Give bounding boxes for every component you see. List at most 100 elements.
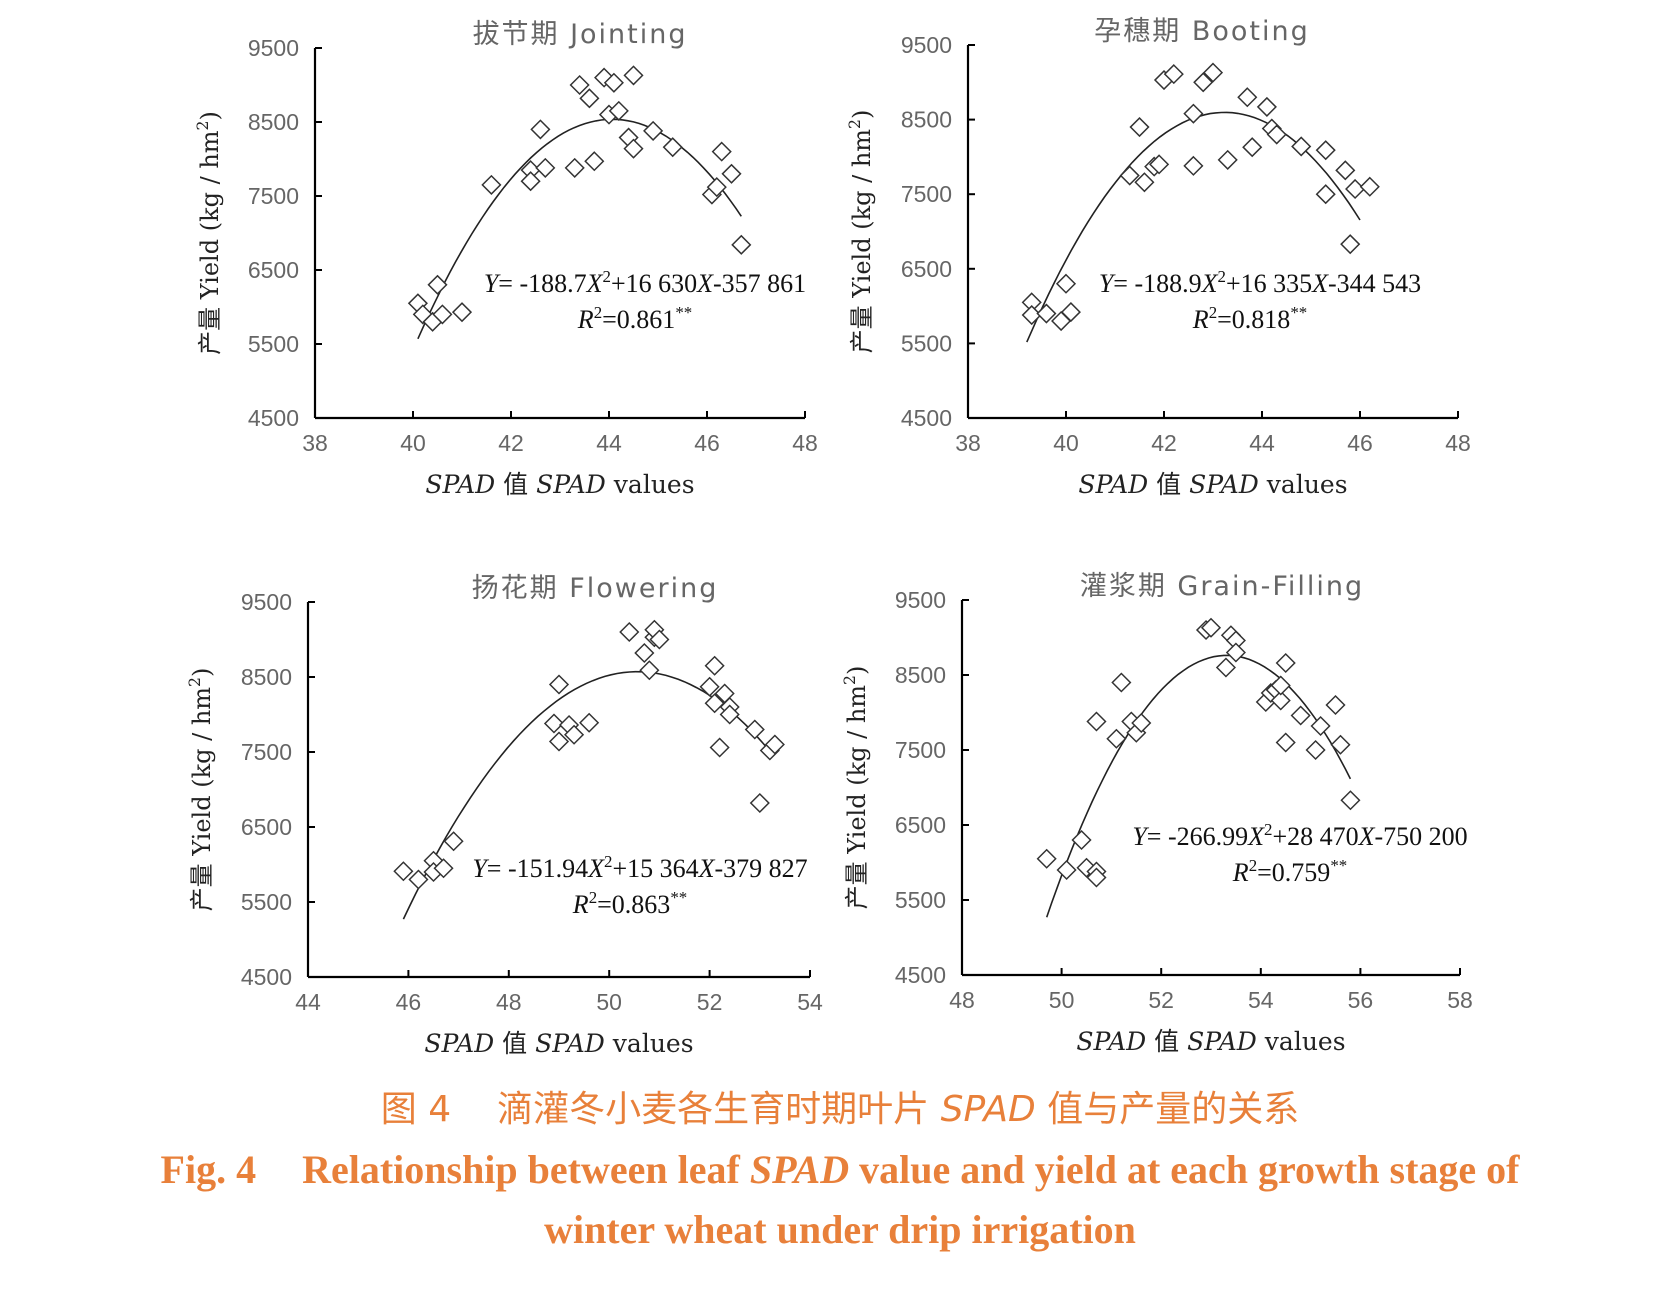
chart-title: 孕穗期 Booting xyxy=(1094,16,1309,47)
data-point-diamond xyxy=(764,734,785,755)
y-tick-label: 8500 xyxy=(901,107,952,133)
fit-curve xyxy=(417,118,742,340)
data-point-diamond xyxy=(1021,304,1042,326)
data-point-diamond xyxy=(1036,303,1057,324)
x-tick-label: 46 xyxy=(396,989,422,1015)
caption-chinese: 图 4 滴灌冬小麦各生育时期叶片 SPAD 值与产量的关系 xyxy=(0,1084,1680,1136)
y-tick-label: 6500 xyxy=(241,814,292,840)
data-point-diamond xyxy=(1071,829,1092,851)
y-tick-label: 6500 xyxy=(248,257,299,283)
data-point-diamond xyxy=(1202,62,1224,83)
x-tick-label: 48 xyxy=(1445,430,1471,456)
x-tick-label: 46 xyxy=(1347,430,1373,456)
data-point-diamond xyxy=(639,660,660,681)
data-point-diamond xyxy=(1291,136,1312,157)
data-point-diamond xyxy=(1086,867,1107,888)
data-point-diamond xyxy=(1129,116,1150,138)
data-point-diamond xyxy=(749,792,770,814)
caption-english-line1: Fig. 4 Relationship between leaf SPAD val… xyxy=(0,1140,1680,1200)
regression-equation: Y= -151.94X2+15 364X-379 827 xyxy=(472,852,807,883)
data-point-diamond xyxy=(1183,103,1204,124)
caption-cn-pre: 滴灌冬小麦各生育时期叶片 xyxy=(497,1089,930,1130)
data-point-diamond xyxy=(1131,712,1152,734)
x-tick-label: 42 xyxy=(498,430,524,456)
data-point-diamond xyxy=(1345,178,1366,200)
data-point-diamond xyxy=(1256,96,1277,117)
y-tick-label: 8500 xyxy=(248,109,299,135)
regression-equation: Y= -188.7X2+16 630X-357 861 xyxy=(484,267,806,298)
y-tick-label: 5500 xyxy=(895,887,946,913)
data-point-diamond xyxy=(520,171,541,192)
y-axis-label: 产量 Yield (kg / hm2) xyxy=(841,666,871,910)
data-point-diamond xyxy=(1359,176,1380,197)
caption-cn-post: 值与产量的关系 xyxy=(1047,1089,1300,1130)
data-point-diamond xyxy=(709,737,730,758)
y-tick-label: 7500 xyxy=(901,181,952,207)
figure-svg: 4500 5500 6500 7500 8500 9500 38 40 42 44 46 48 拔节期 … xyxy=(186,16,1473,1058)
data-point-diamond xyxy=(623,65,644,86)
chart-title: 灌浆期 Grain-Filling xyxy=(1080,571,1364,602)
x-tick-label: 52 xyxy=(1148,987,1174,1013)
caption-en-spad: SPAD xyxy=(749,1147,850,1192)
x-tick-label: 48 xyxy=(792,430,818,456)
data-point-diamond xyxy=(579,88,600,109)
data-point-diamond xyxy=(719,704,740,725)
data-point-diamond xyxy=(579,712,600,733)
y-tick-label: 4500 xyxy=(895,962,946,988)
data-point-diamond xyxy=(408,869,429,890)
data-point-diamond xyxy=(1305,739,1326,761)
data-point-diamond xyxy=(393,861,414,882)
chart-panel-4: 4500 5500 6500 7500 8500 9500 48 50 52 54 56 58 灌浆期 … xyxy=(841,571,1473,1056)
x-tick-label: 44 xyxy=(1249,430,1275,456)
data-point-diamond xyxy=(662,137,683,158)
data-point-diamond xyxy=(634,642,655,664)
data-point-diamond xyxy=(1242,137,1263,158)
data-point-diamond xyxy=(731,234,752,255)
data-point-diamond xyxy=(1325,694,1346,716)
figure-caption: 图 4 滴灌冬小麦各生育时期叶片 SPAD 值与产量的关系 Fig. 4 Relat… xyxy=(0,1080,1680,1260)
y-tick-label: 6500 xyxy=(895,812,946,838)
y-tick-label: 5500 xyxy=(901,330,952,356)
data-point-diamond xyxy=(451,302,473,323)
x-tick-label: 50 xyxy=(596,989,622,1015)
x-axis-label: SPAD 值 SPAD values xyxy=(424,1029,693,1058)
y-tick-label: 9500 xyxy=(241,589,292,615)
data-point-diamond xyxy=(432,304,453,325)
r-squared: R2=0.818** xyxy=(1192,303,1307,334)
caption-en-pre: Relationship between leaf xyxy=(302,1147,740,1192)
data-point-diamond xyxy=(706,177,727,198)
r-squared: R2=0.759** xyxy=(1232,856,1347,887)
caption-cn-spad: SPAD xyxy=(940,1089,1036,1130)
data-point-diamond xyxy=(1290,705,1311,726)
y-tick-label: 6500 xyxy=(901,256,952,282)
figure-area: 4500 5500 6500 7500 8500 9500 38 40 42 44 46 48 拔节期 … xyxy=(186,16,1473,1058)
caption-en-post: value and yield at each growth stage of xyxy=(859,1147,1520,1192)
data-point-diamond xyxy=(699,676,720,697)
data-point-diamond xyxy=(564,157,585,178)
data-point-diamond xyxy=(1134,172,1155,193)
x-tick-label: 44 xyxy=(295,989,321,1015)
x-tick-label: 50 xyxy=(1049,987,1075,1013)
data-point-diamond xyxy=(481,174,502,195)
data-point-diamond xyxy=(1330,734,1351,755)
x-tick-label: 52 xyxy=(697,989,723,1015)
data-point-diamond xyxy=(1193,72,1214,93)
data-point-diamond xyxy=(1340,790,1361,811)
data-point-diamond xyxy=(1237,87,1258,108)
y-tick-label: 9500 xyxy=(248,35,299,61)
data-point-diamond xyxy=(1149,154,1170,175)
x-tick-label: 38 xyxy=(955,430,981,456)
caption-english-line2: winter wheat under drip irrigation xyxy=(544,1207,1136,1252)
y-tick-label: 4500 xyxy=(241,964,292,990)
data-point-diamond xyxy=(1106,728,1127,749)
regression-equation: Y= -266.99X2+28 470X-750 200 xyxy=(1132,820,1467,851)
x-tick-label: 38 xyxy=(302,430,328,456)
x-tick-label: 40 xyxy=(400,430,426,456)
x-tick-label: 54 xyxy=(797,989,823,1015)
data-point-diamond xyxy=(649,629,670,650)
data-point-diamond xyxy=(711,141,732,162)
x-tick-label: 58 xyxy=(1447,987,1473,1013)
y-tick-label: 8500 xyxy=(241,664,292,690)
data-point-diamond xyxy=(1270,675,1291,696)
data-point-diamond xyxy=(530,119,551,140)
